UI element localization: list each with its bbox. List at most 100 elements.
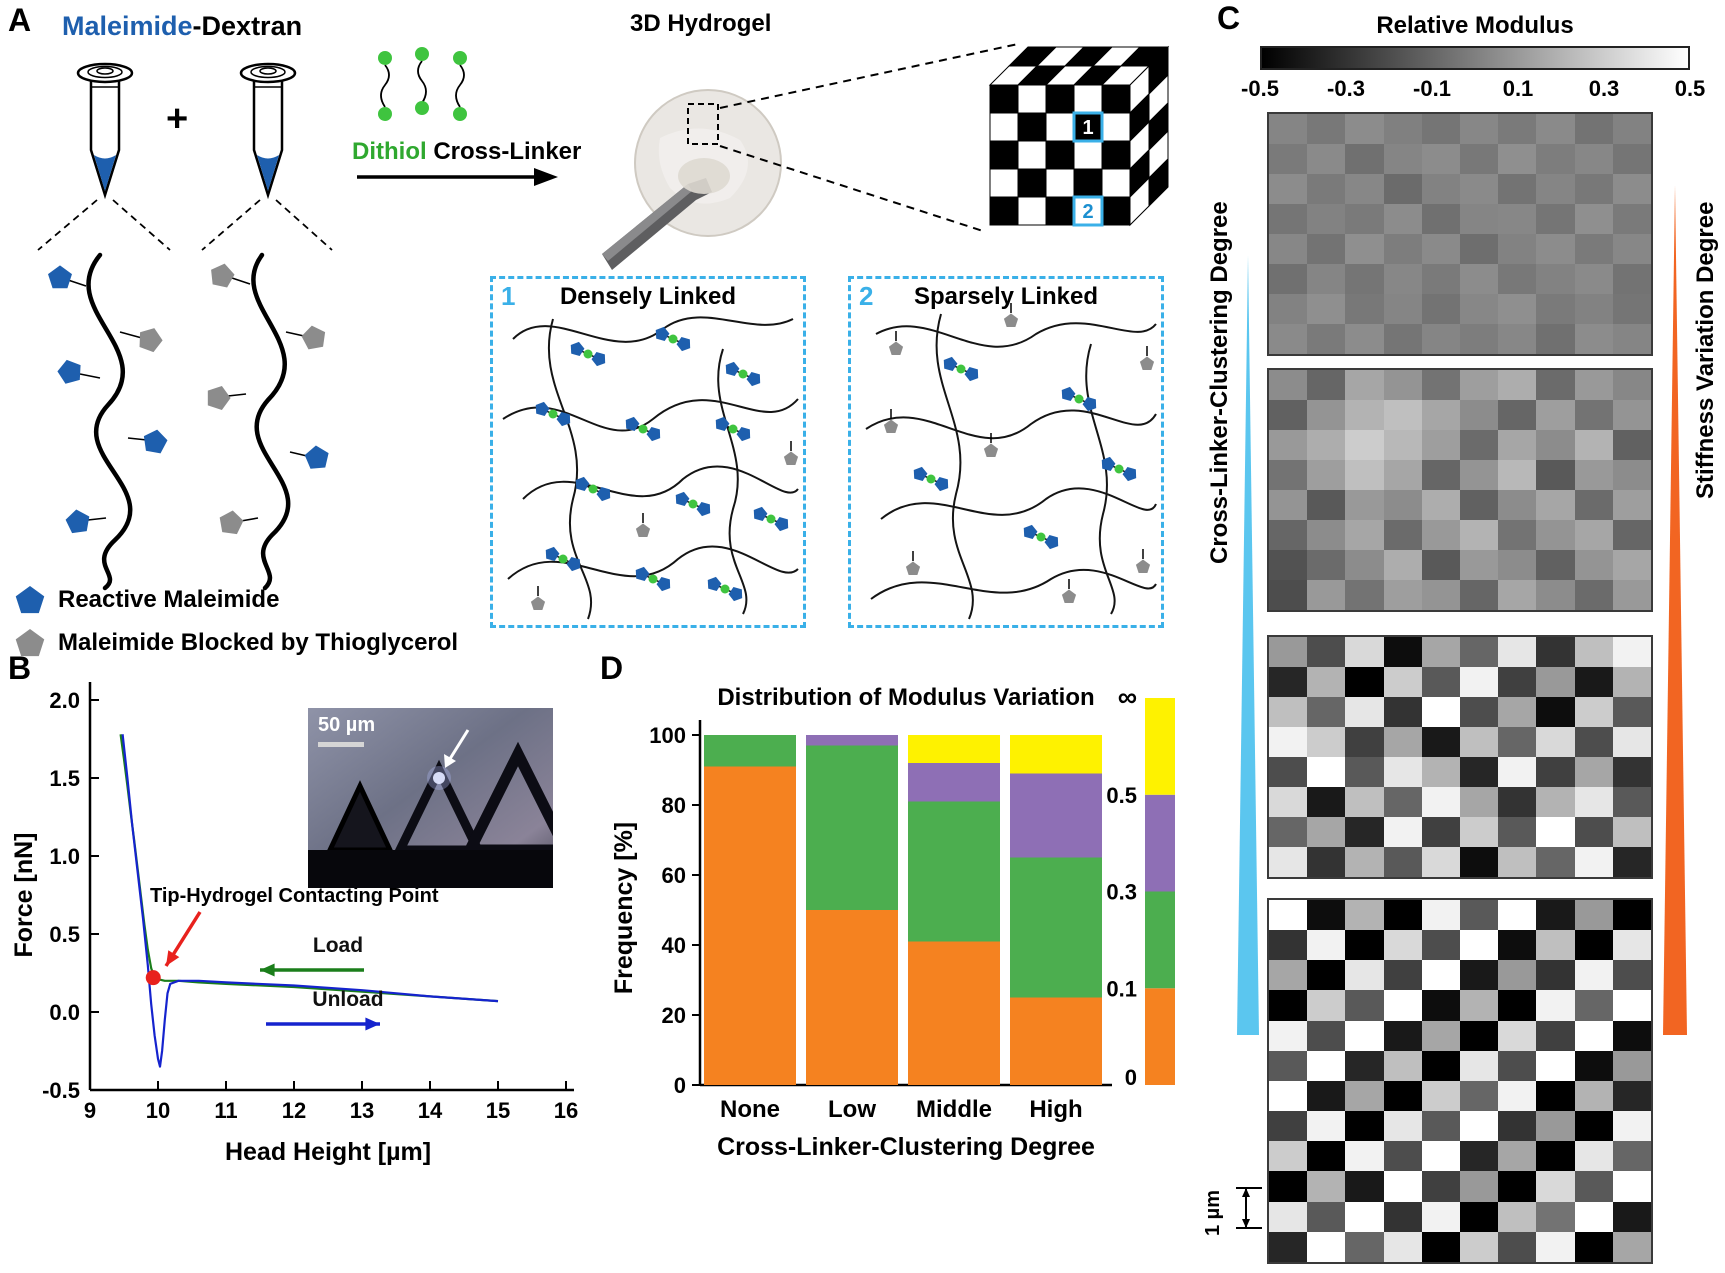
heatmap-cell xyxy=(1498,520,1537,550)
crosslink-maleimide-icon xyxy=(1080,394,1099,413)
heatmap-cell xyxy=(1536,580,1575,610)
crosslink-maleimide-icon xyxy=(694,499,713,518)
heatmap-cell xyxy=(1269,460,1308,490)
heatmap-cell xyxy=(1383,1231,1422,1262)
heatmap-cell xyxy=(1307,960,1346,991)
heatmap-cell xyxy=(1345,144,1384,174)
heatmap-cell xyxy=(1383,580,1422,610)
crosslink-maleimide-icon xyxy=(1120,464,1139,483)
bar-segment xyxy=(908,735,1000,763)
category-label: Low xyxy=(828,1096,876,1123)
heatmap-cell xyxy=(1574,1171,1613,1202)
heatmap-cell xyxy=(1421,370,1460,400)
heatmap-cell xyxy=(1345,1050,1384,1081)
heatmap-cell xyxy=(1345,1020,1384,1051)
heatmap-cell xyxy=(1460,930,1499,961)
blocked-maleimide-icon xyxy=(883,419,899,434)
curve-unload xyxy=(121,734,499,1068)
heatmap-cell xyxy=(1498,144,1537,174)
dithiol-dot-icon xyxy=(1036,532,1046,542)
heatmap-cell xyxy=(1460,204,1499,234)
dithiol-dot-icon xyxy=(766,514,776,524)
heatmap-cell xyxy=(1269,727,1308,757)
heatmap-middle xyxy=(1267,635,1653,879)
heatmap-cell xyxy=(1612,114,1651,144)
heatmap-scale-marker xyxy=(1236,1187,1262,1229)
crosslink-maleimide-icon xyxy=(1042,532,1061,551)
colorbar-tick-label: 0.1 xyxy=(1502,76,1534,101)
heatmap-cell xyxy=(1612,294,1651,324)
crosslink-maleimide-icon xyxy=(1059,384,1077,402)
heatmap-cell xyxy=(1383,144,1422,174)
region-2-sparsely-linked-box: 2 Sparsely Linked xyxy=(848,276,1164,628)
heatmap-cell xyxy=(1307,460,1346,490)
heatmap-cell xyxy=(1460,550,1499,580)
heatmap-cell xyxy=(1460,1020,1499,1051)
heatmap-cell xyxy=(1612,727,1651,757)
heatmap-cell xyxy=(1345,757,1384,787)
crosslinker-label: Dithiol Cross-Linker xyxy=(352,138,581,166)
heatmap-cell xyxy=(1498,234,1537,264)
dithiol-dot-icon xyxy=(926,474,936,484)
heatmap-cell xyxy=(1460,817,1499,847)
heatmap-cell xyxy=(1383,550,1422,580)
heatmap-cell xyxy=(1269,324,1308,354)
heatmap-cell xyxy=(1498,294,1537,324)
heatmap-cell xyxy=(1383,930,1422,961)
dithiol-dot-icon xyxy=(728,424,738,434)
heatmap-cell xyxy=(1612,1020,1651,1051)
heatmap-cell xyxy=(1383,847,1422,877)
variation-scale-label: 0.5 xyxy=(1106,783,1137,808)
heatmap-cell xyxy=(1307,1201,1346,1232)
colorbar-tick-label: -0.3 xyxy=(1327,76,1365,101)
heatmap-cell xyxy=(1612,520,1651,550)
heatmap-cell xyxy=(1612,234,1651,264)
variation-scale-label: 0.1 xyxy=(1106,976,1137,1001)
heatmap-cell xyxy=(1345,727,1384,757)
heatmap-cell xyxy=(1574,900,1613,931)
heatmap-cell xyxy=(1269,667,1308,697)
afm-cantilever-photo xyxy=(308,708,575,888)
heatmap-cell xyxy=(1574,204,1613,234)
crosslink-maleimide-icon xyxy=(653,324,671,342)
crosslink-maleimide-icon xyxy=(911,464,929,482)
crosslink-maleimide-icon xyxy=(962,364,981,383)
heatmap-cell xyxy=(1498,1201,1537,1232)
heatmap-cell xyxy=(1345,697,1384,727)
x-tick-label: 12 xyxy=(282,1098,306,1123)
heatmap-cell xyxy=(1345,430,1384,460)
heatmap-cell xyxy=(1498,757,1537,787)
y-tick-label: 1.0 xyxy=(49,844,80,869)
heatmap-cell xyxy=(1498,430,1537,460)
heatmap-cell xyxy=(1574,637,1613,667)
heatmap-cell xyxy=(1460,1050,1499,1081)
heatmap-cell xyxy=(1460,430,1499,460)
heatmap-cell xyxy=(1574,520,1613,550)
heatmap-low xyxy=(1267,368,1653,612)
dithiol-dot-icon xyxy=(1114,464,1124,474)
heatmap-cell xyxy=(1536,294,1575,324)
panel-b-label: B xyxy=(8,650,32,686)
heatmap-cell xyxy=(1307,1231,1346,1262)
plus-sign: + xyxy=(166,98,189,140)
heatmap-cell xyxy=(1345,960,1384,991)
heatmap-cell xyxy=(1612,757,1651,787)
heatmap-cell xyxy=(1536,667,1575,697)
region-1-densely-linked-box: 1 Densely Linked xyxy=(490,276,806,628)
heatmap-cell xyxy=(1574,1080,1613,1112)
heatmap-cell xyxy=(1345,294,1384,324)
heatmap-cell xyxy=(1498,400,1537,430)
heatmap-cell xyxy=(1574,460,1613,490)
heatmap-cell xyxy=(1536,697,1575,727)
crosslink-maleimide-icon xyxy=(589,349,608,368)
heatmap-cell xyxy=(1536,787,1575,817)
colorbar-tick-label: 0.3 xyxy=(1588,76,1620,101)
heatmap-none xyxy=(1267,112,1653,356)
heatmap-cell xyxy=(1421,114,1460,144)
contact-point-annotation: Tip-Hydrogel Contacting Point xyxy=(150,885,439,907)
heatmap-cell xyxy=(1574,114,1613,144)
heatmap-cell xyxy=(1536,430,1575,460)
heatmap-cell xyxy=(1574,370,1613,400)
crosslink-maleimide-icon xyxy=(543,544,561,562)
heatmap-cell xyxy=(1421,900,1460,931)
